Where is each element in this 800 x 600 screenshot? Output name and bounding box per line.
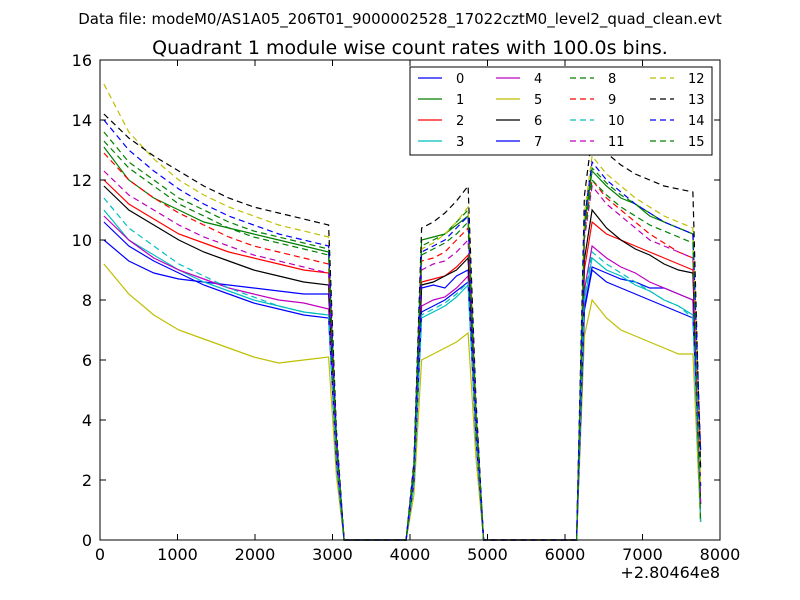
series-line-7 xyxy=(103,221,702,541)
x-tick-label: 5000 xyxy=(467,545,508,564)
series-line-4 xyxy=(103,215,702,541)
legend-label-10: 10 xyxy=(608,114,625,129)
legend-box xyxy=(409,66,713,156)
series-line-1 xyxy=(103,146,702,541)
legend-label-13: 13 xyxy=(688,93,705,108)
series-line-15 xyxy=(103,140,702,541)
y-tick-label: 12 xyxy=(72,171,92,190)
legend-label-15: 15 xyxy=(688,135,705,150)
series-line-11 xyxy=(103,170,702,541)
x-tick-label: 0 xyxy=(95,545,105,564)
ticks-layer: 0 1000 2000 3000 4000 5000 6000 7000 80000246810… xyxy=(72,51,741,564)
legend-label-14: 14 xyxy=(688,114,705,129)
legend-label-8: 8 xyxy=(608,72,616,87)
y-tick-label: 10 xyxy=(72,231,92,250)
legend-label-9: 9 xyxy=(608,93,616,108)
chart-title: Quadrant 1 module wise count rates with … xyxy=(152,37,668,59)
legend-label-3: 3 xyxy=(456,135,464,150)
legend-label-6: 6 xyxy=(534,114,542,129)
y-tick-label: 6 xyxy=(82,351,92,370)
x-tick-label: 3000 xyxy=(312,545,353,564)
series-line-0 xyxy=(103,239,702,541)
y-tick-label: 0 xyxy=(82,531,92,550)
series-layer xyxy=(103,83,702,541)
y-tick-label: 2 xyxy=(82,471,92,490)
y-tick-label: 16 xyxy=(72,51,92,70)
series-line-2 xyxy=(103,179,702,541)
figure-suptitle: Data file: modeM0/AS1A05_206T01_90000025… xyxy=(78,10,722,29)
legend-label-5: 5 xyxy=(534,93,542,108)
x-tick-label: 6000 xyxy=(545,545,586,564)
series-line-14 xyxy=(103,119,702,541)
y-tick-label: 4 xyxy=(82,411,92,430)
legend-label-1: 1 xyxy=(456,93,464,108)
legend-label-0: 0 xyxy=(456,72,464,87)
legend-label-11: 11 xyxy=(608,135,625,150)
x-tick-label: 2000 xyxy=(235,545,276,564)
y-tick-label: 14 xyxy=(72,111,92,130)
legend-label-4: 4 xyxy=(534,72,542,87)
x-tick-label: 8000 xyxy=(700,545,741,564)
y-tick-label: 8 xyxy=(82,291,92,310)
legend-label-7: 7 xyxy=(534,135,542,150)
legend-label-12: 12 xyxy=(688,72,705,87)
x-tick-label: 1000 xyxy=(157,545,198,564)
series-line-13 xyxy=(103,113,702,541)
series-line-9 xyxy=(103,152,702,541)
series-line-3 xyxy=(103,209,702,541)
series-line-6 xyxy=(103,185,702,541)
x-tick-label: 4000 xyxy=(390,545,431,564)
series-line-10 xyxy=(103,197,702,541)
x-tick-label: 7000 xyxy=(622,545,663,564)
legend-label-2: 2 xyxy=(456,114,464,129)
series-line-12 xyxy=(103,83,702,541)
x-offset-label: +2.80464e8 xyxy=(620,563,720,582)
series-line-5 xyxy=(103,263,702,541)
series-line-8 xyxy=(103,131,702,541)
